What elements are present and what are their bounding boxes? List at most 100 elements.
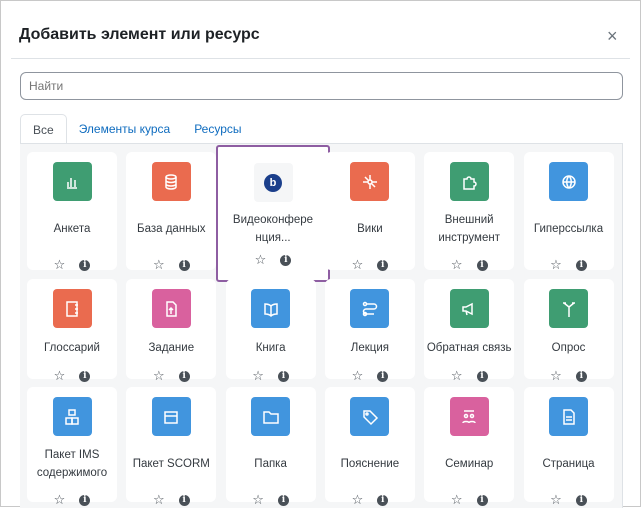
info-icon[interactable]: i	[178, 371, 190, 382]
info-icon[interactable]: i	[476, 495, 488, 506]
activity-grid: Анкета ☆ i База данных ☆ i b Видеоконфере нция.…	[20, 143, 623, 508]
activity-label: Видеоконфере нция...	[232, 214, 314, 244]
star-icon[interactable]: ☆	[550, 368, 562, 383]
divider	[11, 58, 630, 59]
megaphone-icon	[449, 289, 489, 328]
activity-card[interactable]: База данных ☆ i	[126, 152, 217, 272]
info-icon[interactable]: i	[377, 495, 389, 506]
tag-icon	[350, 397, 390, 436]
star-icon[interactable]: ☆	[254, 252, 267, 267]
info-icon[interactable]: i	[79, 495, 91, 506]
activity-card[interactable]: Вики ☆ i	[324, 152, 415, 272]
activity-card[interactable]: Книга ☆ i	[225, 279, 316, 383]
activity-card[interactable]: Задание ☆ i	[126, 279, 217, 383]
star-icon[interactable]: ☆	[53, 492, 66, 507]
activity-actions: ☆ i	[126, 368, 216, 384]
bar-chart-icon	[52, 162, 92, 201]
activity-actions: ☆ i	[126, 492, 216, 508]
tab-activities[interactable]: Элементы курса	[78, 122, 171, 136]
activity-actions: ☆ i	[226, 492, 316, 508]
tab-resources[interactable]: Ресурсы	[194, 122, 242, 136]
puzzle-icon	[449, 162, 489, 201]
activity-label: Семинар	[445, 458, 494, 470]
activity-card[interactable]: Глоссарий ☆ i	[27, 279, 117, 383]
activity-label: Анкета	[53, 223, 91, 235]
search-input[interactable]	[20, 72, 623, 100]
info-icon[interactable]: i	[277, 371, 289, 382]
star-icon[interactable]: ☆	[53, 368, 66, 383]
activity-actions: ☆ i	[524, 492, 614, 508]
close-icon[interactable]: ×	[607, 26, 618, 46]
star-icon[interactable]: ☆	[252, 368, 264, 383]
activity-actions: ☆ i	[424, 257, 514, 273]
database-icon	[151, 162, 191, 201]
info-icon[interactable]: i	[575, 260, 587, 271]
package-icon	[151, 397, 191, 436]
star-icon[interactable]: ☆	[351, 368, 364, 383]
info-icon[interactable]: i	[178, 260, 190, 271]
info-icon[interactable]: i	[476, 260, 488, 271]
star-icon[interactable]: ☆	[152, 257, 165, 272]
activity-label: База данных	[137, 223, 206, 235]
activity-label: Лекция	[350, 342, 389, 354]
signpost-icon	[549, 289, 588, 328]
activity-label: Пакет SCORM	[132, 458, 210, 470]
activity-card[interactable]: Опрос ☆ i	[523, 279, 614, 383]
activity-label: Вики	[357, 223, 383, 235]
star-icon[interactable]: ☆	[550, 492, 562, 507]
info-icon[interactable]: i	[476, 371, 488, 382]
activity-actions: ☆ i	[27, 368, 117, 384]
activity-card[interactable]: Гиперссылка ☆ i	[523, 152, 614, 273]
info-icon[interactable]: i	[178, 495, 190, 506]
star-icon[interactable]: ☆	[450, 492, 463, 507]
star-icon[interactable]: ☆	[550, 257, 562, 272]
activity-card[interactable]: Анкета ☆ i	[27, 152, 117, 273]
activity-card[interactable]: Папка ☆ i	[225, 387, 316, 507]
activity-label: Глоссарий	[44, 342, 100, 354]
tab-all[interactable]: Все	[20, 114, 67, 144]
activity-label: Страница	[542, 458, 595, 470]
info-icon[interactable]: i	[377, 371, 389, 382]
activity-label: Пакет IMS содержимого	[36, 449, 108, 479]
star-icon[interactable]: ☆	[252, 492, 264, 507]
activity-card[interactable]: Семинар ☆ i	[424, 387, 515, 507]
activity-actions: ☆ i	[325, 368, 415, 384]
activity-card[interactable]: Пакет IMS содержимого ☆ i	[27, 387, 117, 507]
activity-card[interactable]: Пакет SCORM ☆ i	[126, 387, 217, 507]
boxes-icon	[52, 397, 92, 436]
activity-card[interactable]: Внешний инструмент ☆ i	[424, 152, 515, 273]
info-icon[interactable]: i	[575, 371, 587, 382]
folder-icon	[251, 397, 291, 436]
activity-actions: ☆ i	[524, 257, 614, 273]
star-icon[interactable]: ☆	[450, 257, 463, 272]
workshop-icon	[449, 397, 489, 436]
info-icon[interactable]: i	[280, 255, 292, 266]
info-icon[interactable]: i	[79, 260, 91, 271]
activity-label: Пояснение	[340, 458, 400, 470]
activity-card[interactable]: Обратная связь ☆ i	[424, 279, 515, 383]
activity-actions: ☆ i	[424, 368, 514, 384]
activity-actions: ☆ i	[27, 257, 117, 273]
star-icon[interactable]: ☆	[152, 368, 165, 383]
star-icon[interactable]: ☆	[351, 257, 364, 272]
star-icon[interactable]: ☆	[351, 492, 364, 507]
activity-card[interactable]: Лекция ☆ i	[324, 279, 415, 383]
notebook-icon	[52, 289, 92, 328]
info-icon[interactable]: i	[575, 495, 587, 506]
activity-card[interactable]: Страница ☆ i	[523, 387, 614, 507]
star-icon[interactable]: ☆	[53, 257, 66, 272]
activity-actions: ☆ i	[218, 252, 328, 268]
info-icon[interactable]: i	[79, 371, 91, 382]
activity-label: Опрос	[551, 342, 586, 354]
globe-icon	[549, 162, 588, 201]
info-icon[interactable]: i	[377, 260, 389, 271]
activity-card[interactable]: b Видеоконфере нция... ☆ i	[216, 145, 330, 282]
activity-label: Книга	[255, 342, 286, 354]
activity-label: Папка	[254, 458, 287, 470]
info-icon[interactable]: i	[277, 495, 289, 506]
star-icon[interactable]: ☆	[152, 492, 165, 507]
activity-card[interactable]: Пояснение ☆ i	[324, 387, 415, 507]
bigbluebutton-icon: b	[253, 163, 293, 202]
activity-label: Внешний инструмент	[438, 214, 500, 244]
star-icon[interactable]: ☆	[450, 368, 463, 383]
